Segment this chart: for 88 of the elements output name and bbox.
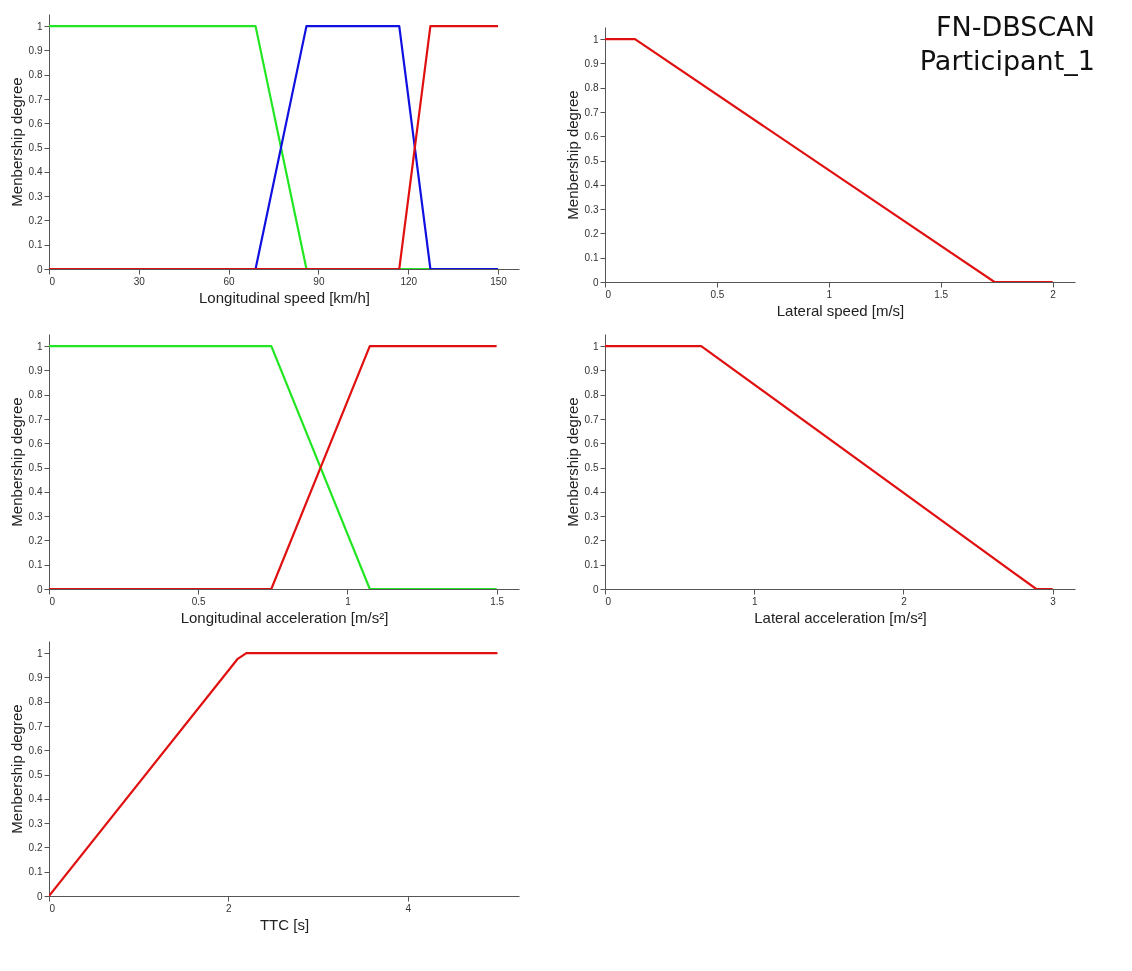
y-tick-label: 0.1 [584,252,599,264]
y-tick-label: 0.6 [584,130,599,142]
x-tick-label: 0.5 [191,595,207,607]
y-tick-label: 0.1 [28,866,43,878]
y-tick-label: 0.6 [28,117,43,129]
y-tick-label: 0.7 [28,413,43,425]
y-tick-label: 0.4 [28,486,43,498]
y-tick-label: 0.9 [28,671,43,683]
x-tick-label: 0 [49,595,56,607]
y-tick-label: 0.4 [584,486,599,498]
y-tick-label: 0.4 [28,793,43,805]
y-tick-label: 1 [36,340,43,352]
y-tick-label: 0.1 [28,559,43,571]
y-tick-label: 0.7 [584,106,599,118]
y-tick-label: 0 [36,583,43,595]
y-tick-label: 0.2 [28,214,43,226]
y-tick-label: 0.7 [28,93,43,105]
x-tick-label: 2 [901,595,908,607]
y-tick-label: 0.2 [28,841,43,853]
y-tick-label: 0.4 [584,179,599,191]
y-tick-label: 0.3 [28,190,43,202]
x-tick-label: 0 [49,275,56,287]
y-tick-label: 0.5 [584,462,599,474]
y-tick-label: 0.6 [28,744,43,756]
y-axis-title: Menbership degree [7,397,25,527]
y-tick-label: 0.5 [28,462,43,474]
x-tick-label: 4 [405,902,412,914]
y-tick-label: 0.9 [584,57,599,69]
x-tick-label: 120 [400,275,418,287]
y-tick-label: 0 [592,583,599,595]
y-tick-label: 0.7 [584,413,599,425]
x-tick-label: 0 [605,288,612,300]
y-tick-label: 0.8 [28,69,43,81]
x-tick-label: 1 [751,595,758,607]
y-tick-label: 0.3 [28,510,43,522]
x-tick-label: 1 [826,288,833,300]
y-tick-label: 0.4 [28,166,43,178]
x-axis-title: TTC [s] [259,915,310,933]
y-axis-title: Menbership degree [7,77,25,207]
y-tick-label: 0.1 [584,559,599,571]
y-tick-label: 0.9 [28,364,43,376]
y-tick-label: 0.2 [28,534,43,546]
y-tick-label: 0.8 [28,696,43,708]
y-tick-label: 0.5 [584,155,599,167]
y-tick-label: 0.2 [584,534,599,546]
y-tick-label: 1 [36,647,43,659]
y-tick-label: 0.9 [584,364,599,376]
annotation: Participant_1 [919,45,1095,76]
x-tick-label: 0 [605,595,612,607]
y-tick-label: 0.3 [584,203,599,215]
x-tick-label: 1.5 [934,288,949,300]
y-tick-label: 0.3 [584,510,599,522]
x-tick-label: 2 [226,902,233,914]
y-tick-label: 0.5 [28,142,43,154]
y-tick-label: 0.2 [584,227,599,239]
y-tick-label: 0.8 [584,82,599,94]
y-axis-title: Menbership degree [563,397,581,527]
x-tick-label: 1 [345,595,352,607]
x-tick-label: 60 [223,275,236,287]
y-tick-label: 0.1 [28,239,43,251]
x-tick-label: 0.5 [710,288,725,300]
y-tick-label: 0.6 [584,437,599,449]
y-tick-label: 0.7 [28,720,43,732]
y-tick-label: 1 [592,340,599,352]
x-tick-label: 3 [1050,595,1057,607]
y-tick-label: 0 [36,890,43,902]
x-axis-title: Lateral speed [m/s] [776,301,905,319]
x-tick-label: 150 [490,275,508,287]
y-tick-label: 1 [592,33,599,45]
x-tick-label: 30 [133,275,146,287]
y-tick-label: 1 [36,20,43,32]
y-axis-title: Menbership degree [7,704,25,834]
y-tick-label: 0.8 [584,389,599,401]
y-axis-title: Menbership degree [563,90,581,220]
y-tick-label: 0.9 [28,44,43,56]
x-axis-title: Longitudinal speed [km/h] [199,288,370,306]
x-tick-label: 90 [313,275,325,287]
annotation: FN-DBSCAN [936,11,1095,42]
x-axis-title: Lateral acceleration [m/s²] [754,608,927,626]
y-tick-label: 0.6 [28,437,43,449]
x-tick-label: 0 [49,902,56,914]
y-tick-label: 0 [36,263,43,275]
x-axis-title: Longitudinal acceleration [m/s²] [180,608,389,626]
x-tick-label: 1.5 [490,595,505,607]
y-tick-label: 0.8 [28,389,43,401]
y-tick-label: 0.5 [28,769,43,781]
y-tick-label: 0.3 [28,817,43,829]
x-tick-label: 2 [1050,288,1057,300]
